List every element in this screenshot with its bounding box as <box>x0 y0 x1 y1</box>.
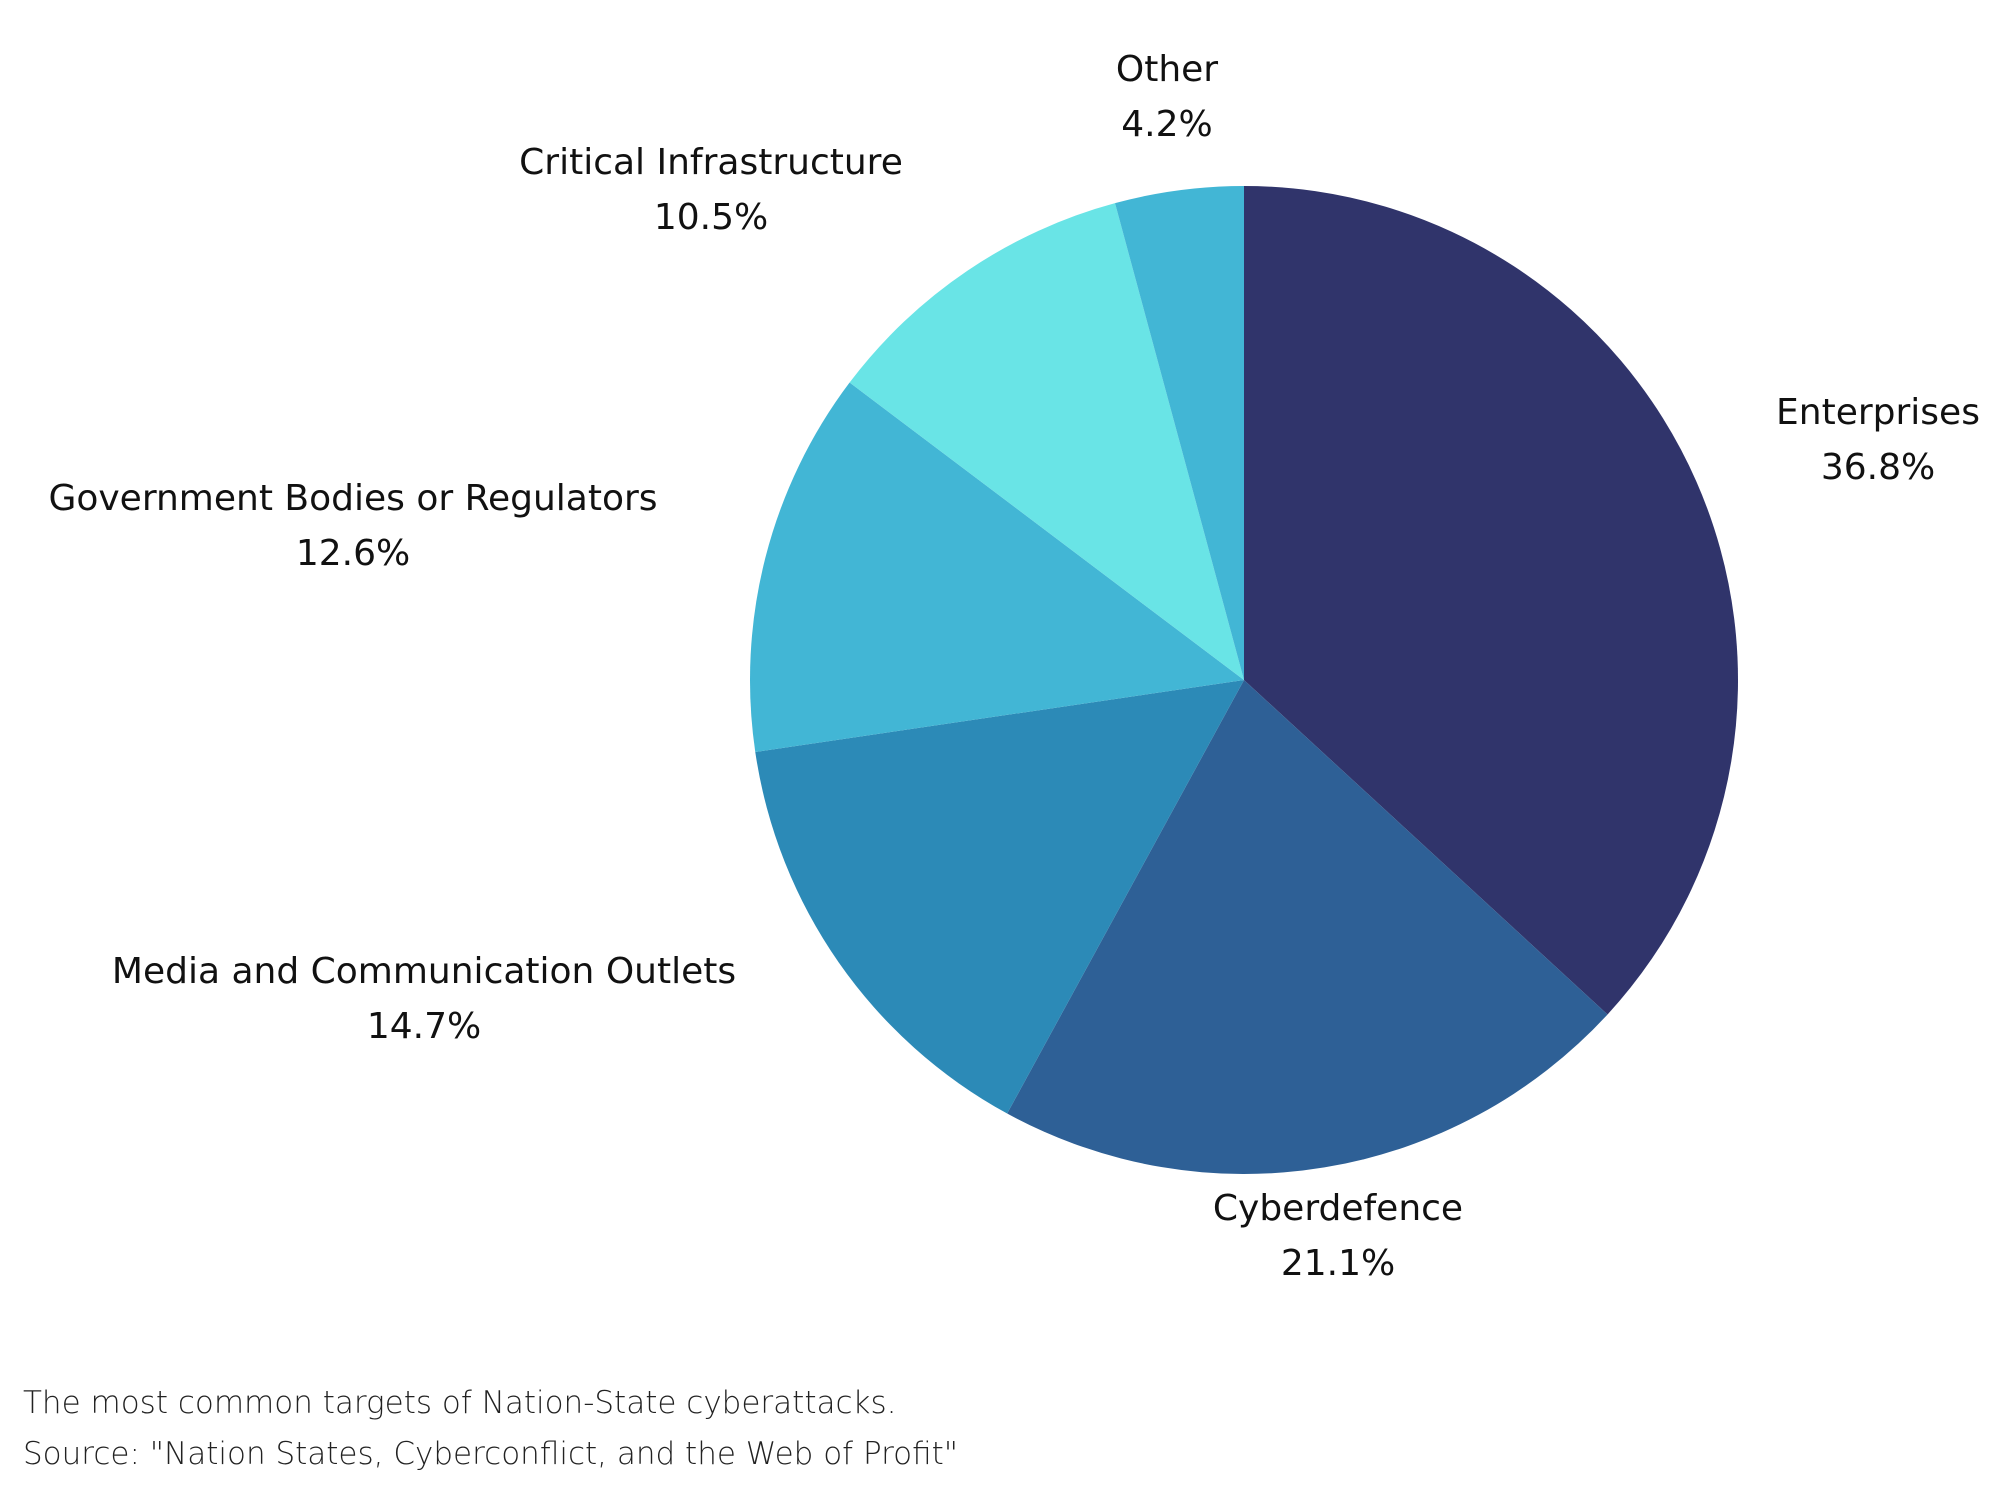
slice-value-other: 4.2% <box>1121 104 1212 145</box>
pie-slice-government-bodies-or-regulators <box>749 382 1244 752</box>
pie-slice-cyberdefence <box>1007 680 1608 1174</box>
slice-value-enterprises: 36.8% <box>1821 447 1935 488</box>
slice-label-other: Other <box>1116 49 1218 90</box>
pie-slice-critical-infrastructure <box>849 203 1244 680</box>
caption-description: The most common targets of Nation-State … <box>23 1385 897 1421</box>
pie-slice-other <box>1115 186 1244 680</box>
slice-value-critical-infrastructure: 10.5% <box>654 197 768 238</box>
slice-label-enterprises: Enterprises <box>1776 392 1980 433</box>
slice-value-media-and-communication-outlets: 14.7% <box>367 1006 481 1047</box>
pie-slices <box>749 186 1739 1174</box>
slice-label-media-and-communication-outlets: Media and Communication Outlets <box>112 951 736 992</box>
slice-label-cyberdefence: Cyberdefence <box>1213 1188 1463 1229</box>
slice-label-government-bodies-or-regulators: Government Bodies or Regulators <box>48 478 657 519</box>
slice-value-cyberdefence: 21.1% <box>1281 1243 1395 1284</box>
pie-slice-media-and-communication-outlets <box>755 680 1244 1114</box>
slice-value-government-bodies-or-regulators: 12.6% <box>296 533 410 574</box>
caption-source: Source: "Nation States, Cyberconflict, a… <box>23 1436 959 1472</box>
pie-labels: Enterprises 36.8% Cyberdefence 21.1% Media a… <box>48 49 1980 1284</box>
slice-label-critical-infrastructure: Critical Infrastructure <box>519 142 903 183</box>
pie-slice-enterprises <box>1244 186 1739 1015</box>
